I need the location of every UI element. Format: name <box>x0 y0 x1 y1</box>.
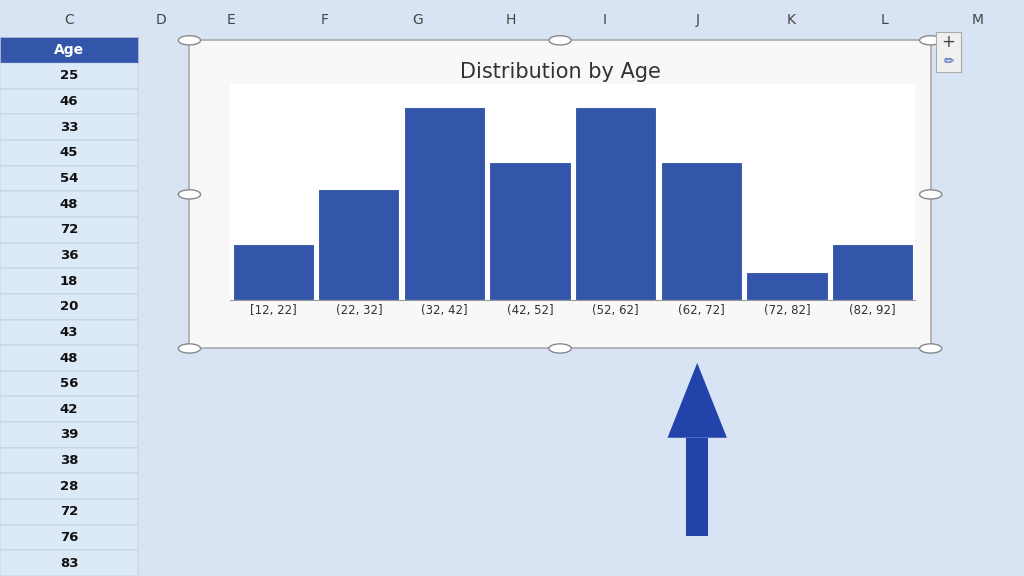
Bar <box>0 320 138 345</box>
Text: M: M <box>972 13 983 26</box>
Bar <box>686 438 709 536</box>
Bar <box>0 191 138 217</box>
Bar <box>0 396 138 422</box>
Text: 28: 28 <box>60 480 78 492</box>
Text: Age: Age <box>54 43 84 57</box>
Text: 76: 76 <box>60 531 78 544</box>
Text: 72: 72 <box>60 223 78 236</box>
Text: E: E <box>226 13 236 26</box>
Polygon shape <box>668 363 727 438</box>
Text: 38: 38 <box>59 454 79 467</box>
Text: 42: 42 <box>60 403 78 416</box>
Text: 72: 72 <box>60 505 78 518</box>
Bar <box>489 162 570 300</box>
Circle shape <box>178 344 201 353</box>
Bar <box>0 294 138 320</box>
Bar <box>0 217 138 242</box>
Text: G: G <box>413 13 423 26</box>
Text: Distribution by Age: Distribution by Age <box>460 62 660 82</box>
Circle shape <box>549 344 571 353</box>
Text: 39: 39 <box>60 429 78 441</box>
Bar <box>0 473 138 499</box>
Bar <box>0 345 138 371</box>
Circle shape <box>549 36 571 45</box>
Bar <box>0 63 138 89</box>
Text: 36: 36 <box>59 249 79 262</box>
Text: 48: 48 <box>59 351 79 365</box>
Circle shape <box>178 36 201 45</box>
Text: 48: 48 <box>59 198 79 211</box>
Bar <box>0 268 138 294</box>
Text: 56: 56 <box>60 377 78 390</box>
Bar <box>0 550 138 576</box>
Bar <box>746 272 827 300</box>
Text: 20: 20 <box>60 300 78 313</box>
Text: 43: 43 <box>59 326 79 339</box>
Circle shape <box>920 190 942 199</box>
Text: C: C <box>65 13 74 26</box>
Circle shape <box>920 344 942 353</box>
Text: ✏: ✏ <box>943 55 954 69</box>
Text: 46: 46 <box>59 95 79 108</box>
Bar <box>0 499 138 525</box>
Text: L: L <box>881 13 888 26</box>
Bar <box>0 115 138 140</box>
Bar <box>0 89 138 115</box>
Text: 18: 18 <box>60 275 78 287</box>
Bar <box>831 244 913 300</box>
Bar <box>0 242 138 268</box>
Text: H: H <box>506 13 516 26</box>
Bar <box>403 107 485 300</box>
Bar <box>0 422 138 448</box>
Text: D: D <box>156 13 167 26</box>
Text: +: + <box>942 33 955 51</box>
Bar <box>575 107 656 300</box>
Bar <box>0 525 138 550</box>
Text: J: J <box>695 13 699 26</box>
Bar <box>660 162 742 300</box>
Text: I: I <box>602 13 606 26</box>
Bar <box>0 37 138 63</box>
Text: 83: 83 <box>59 556 79 570</box>
Text: 54: 54 <box>60 172 78 185</box>
Bar <box>0 448 138 473</box>
Circle shape <box>178 190 201 199</box>
Bar <box>0 140 138 166</box>
Bar <box>232 244 314 300</box>
Circle shape <box>920 36 942 45</box>
Text: 45: 45 <box>60 146 78 160</box>
Text: 25: 25 <box>60 70 78 82</box>
Bar <box>318 190 399 300</box>
Text: F: F <box>321 13 329 26</box>
Text: 33: 33 <box>59 121 79 134</box>
Text: K: K <box>786 13 796 26</box>
Bar <box>0 371 138 396</box>
Bar <box>0 166 138 191</box>
